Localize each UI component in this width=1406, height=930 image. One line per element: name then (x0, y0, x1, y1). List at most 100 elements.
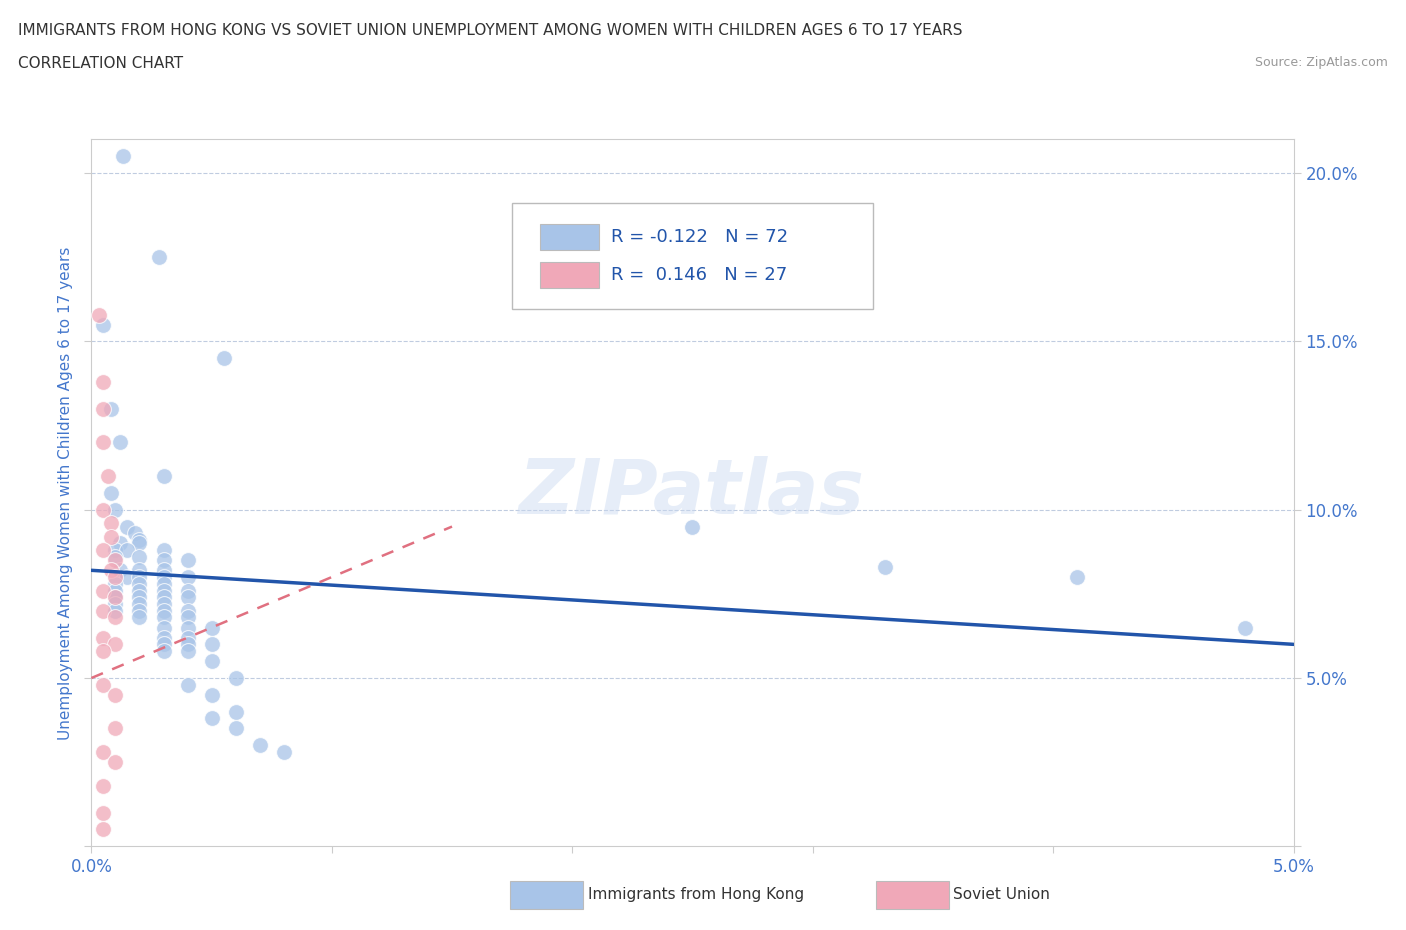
Point (110, 435, 132, 450)
Point (152, 590, 174, 604)
Point (104, 590, 127, 604)
Point (873, 560, 896, 575)
Point (176, 620, 198, 635)
Point (117, 519, 139, 534)
FancyBboxPatch shape (540, 262, 599, 288)
Point (176, 631, 198, 645)
Point (104, 550, 127, 565)
Point (152, 604, 174, 618)
Point (152, 543, 174, 558)
Point (152, 610, 174, 625)
Point (93, 604, 115, 618)
Point (93, 745, 115, 760)
Point (97, 469, 120, 484)
Point (104, 552, 127, 567)
Text: ZIPatlas: ZIPatlas (519, 456, 866, 530)
FancyBboxPatch shape (512, 203, 873, 309)
Point (111, 149, 134, 164)
Point (176, 583, 198, 598)
Text: IMMIGRANTS FROM HONG KONG VS SOVIET UNION UNEMPLOYMENT AMONG WOMEN WITH CHILDREN: IMMIGRANTS FROM HONG KONG VS SOVIET UNIO… (18, 23, 963, 38)
Point (176, 552, 198, 567)
Point (93, 778, 115, 793)
Point (128, 577, 150, 591)
Point (93, 402, 115, 417)
Point (201, 654, 224, 669)
Point (681, 519, 703, 534)
Point (100, 402, 122, 417)
Point (152, 644, 174, 658)
Point (128, 550, 150, 565)
Text: Source: ZipAtlas.com: Source: ZipAtlas.com (1254, 56, 1388, 69)
Point (128, 604, 150, 618)
Point (148, 250, 170, 265)
Point (104, 687, 127, 702)
Point (100, 485, 122, 500)
Point (201, 620, 224, 635)
Text: R =  0.146   N = 27: R = 0.146 N = 27 (610, 266, 787, 285)
Text: Soviet Union: Soviet Union (953, 887, 1050, 902)
Point (1066, 569, 1088, 584)
Point (104, 721, 127, 736)
Point (104, 637, 127, 652)
Point (152, 620, 174, 635)
Point (117, 543, 139, 558)
Point (93, 644, 115, 658)
Point (152, 637, 174, 652)
Point (249, 737, 271, 752)
Point (225, 704, 247, 719)
Text: CORRELATION CHART: CORRELATION CHART (18, 56, 183, 71)
Point (152, 631, 174, 645)
Y-axis label: Unemployment Among Women with Children Ages 6 to 17 years: Unemployment Among Women with Children A… (58, 246, 73, 739)
Point (93, 502, 115, 517)
Point (152, 563, 174, 578)
Point (225, 721, 247, 736)
Point (100, 529, 122, 544)
Point (128, 569, 150, 584)
Point (93, 677, 115, 692)
Point (176, 604, 198, 618)
Point (152, 596, 174, 611)
Point (104, 604, 127, 618)
Point (104, 583, 127, 598)
Point (176, 590, 198, 604)
Point (152, 583, 174, 598)
Point (152, 577, 174, 591)
Point (1234, 620, 1257, 635)
Point (104, 577, 127, 591)
Point (176, 569, 198, 584)
Point (93, 317, 115, 332)
Point (110, 536, 132, 551)
Point (104, 590, 127, 604)
Point (110, 563, 132, 578)
Point (104, 502, 127, 517)
Point (124, 525, 146, 540)
Point (93, 583, 115, 598)
Point (128, 590, 150, 604)
Point (104, 569, 127, 584)
Point (93, 435, 115, 450)
Point (104, 610, 127, 625)
Point (100, 516, 122, 531)
Point (104, 596, 127, 611)
Point (100, 563, 122, 578)
Point (273, 745, 295, 760)
Point (212, 351, 235, 365)
Text: R = -0.122   N = 72: R = -0.122 N = 72 (610, 228, 787, 246)
Point (128, 583, 150, 598)
Point (87, 307, 110, 322)
Point (152, 552, 174, 567)
Text: Immigrants from Hong Kong: Immigrants from Hong Kong (588, 887, 804, 902)
Point (128, 536, 150, 551)
Point (176, 610, 198, 625)
Point (128, 610, 150, 625)
Point (152, 469, 174, 484)
Point (152, 569, 174, 584)
Point (201, 637, 224, 652)
Point (104, 755, 127, 770)
Point (128, 563, 150, 578)
Point (128, 596, 150, 611)
Point (93, 375, 115, 390)
Point (117, 569, 139, 584)
Point (201, 687, 224, 702)
Point (225, 671, 247, 685)
